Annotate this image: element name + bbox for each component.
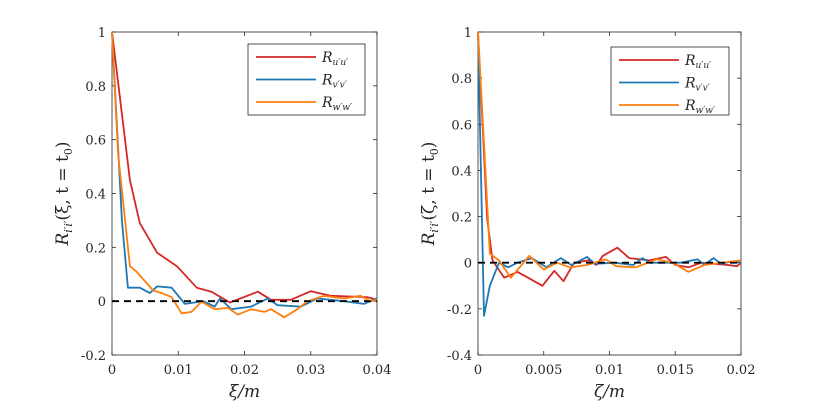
y-axis-label: Ri′i′(ζ, t = t0) — [419, 142, 441, 247]
y-tick-label: 0 — [98, 295, 106, 310]
y-label-close: ) — [419, 142, 439, 149]
legend-label: Rv′v′ — [321, 73, 347, 91]
legend: Ru′u′Rv′v′Rw′w′ — [610, 46, 730, 116]
legend-box — [610, 46, 730, 116]
y-tick-label: 0 — [464, 257, 472, 272]
y-tick-label: -0.4 — [447, 349, 472, 364]
legend-label-sub: w′w′ — [333, 103, 353, 113]
x-axis-label: ξ/m — [229, 382, 260, 402]
y-label-args: (ξ, t = t — [53, 155, 73, 221]
y-tick-label: 1 — [98, 26, 106, 41]
legend-label-sub: v′v′ — [696, 84, 710, 94]
x-tick-label: 0.04 — [363, 363, 392, 378]
legend-label-main: R — [684, 98, 696, 114]
series-line-vpvp — [477, 31, 742, 317]
x-tick-label: 0.02 — [230, 363, 259, 378]
x-tick-label: 0 — [474, 363, 482, 378]
x-axis-label: ζ/m — [594, 382, 625, 402]
y-tick-label: 0.2 — [451, 211, 472, 226]
x-tick-label: 0.02 — [727, 363, 756, 378]
x-tick-label: 0.015 — [657, 363, 694, 378]
legend-label: Ru′u′ — [321, 50, 348, 68]
legend-label-sub: w′w′ — [696, 106, 716, 116]
y-label-sub: i′i′ — [62, 220, 75, 233]
y-label-main: R — [419, 232, 439, 246]
y-tick-label: 1 — [464, 26, 472, 41]
y-tick-label: 0.4 — [85, 188, 106, 203]
y-label-close: ) — [53, 141, 73, 148]
legend-label-sub: u′u′ — [696, 61, 712, 71]
y-label-args-sub: 0 — [62, 148, 75, 155]
y-label-sub: i′i′ — [428, 220, 441, 233]
series-line-upup — [111, 31, 378, 304]
x-tick-label: 0.005 — [525, 363, 562, 378]
legend-label-main: R — [321, 95, 333, 111]
legend-label-main: R — [321, 50, 333, 66]
series-line-wpwp — [111, 31, 378, 319]
y-tick-label: 0.2 — [85, 241, 106, 256]
legend-label: Ru′u′ — [684, 53, 711, 71]
y-label-args: (ζ, t = t — [419, 155, 439, 221]
y-label-main: R — [53, 233, 73, 247]
legend-label-sub: v′v′ — [333, 81, 347, 91]
x-tick-label: 0.03 — [296, 363, 325, 378]
legend: Ru′u′Rv′v′Rw′w′ — [247, 43, 366, 116]
legend-label-main: R — [321, 73, 333, 89]
y-axis-label: Ri′i′(ξ, t = t0) — [53, 141, 75, 246]
legend-label: Rv′v′ — [684, 76, 710, 94]
y-tick-label: 0.8 — [85, 80, 106, 95]
legend-label-sub: u′u′ — [333, 58, 349, 68]
x-tick-label: 0.01 — [164, 363, 193, 378]
y-tick-label: 0.6 — [85, 134, 106, 149]
y-tick-label: -0.2 — [447, 303, 472, 318]
legend-label-main: R — [684, 76, 696, 92]
plot-1: 0 0.01 0.02 0.03 0.04-0.200.20.40.60.81ξ/mRi… — [53, 26, 391, 402]
legend-label: Rw′w′ — [684, 98, 715, 116]
x-tick-label: 0.01 — [595, 363, 624, 378]
series-line-wpwp — [477, 31, 742, 279]
y-tick-label: -0.2 — [81, 349, 106, 364]
legend-label: Rw′w′ — [321, 95, 352, 113]
y-tick-label: 0.8 — [451, 72, 472, 87]
series-line-vpvp — [111, 31, 378, 311]
plot-2: 0 0.005 0.01 0.015 0.02 -0.4 -0.2 0 0.2 0.4 0.6 0.8… — [419, 26, 755, 402]
y-tick-label: 0.6 — [451, 118, 472, 133]
legend-label-main: R — [684, 53, 696, 69]
x-tick-label: 0 — [108, 363, 116, 378]
y-label-args-sub: 0 — [428, 148, 441, 155]
y-tick-label: 0.4 — [451, 164, 472, 179]
